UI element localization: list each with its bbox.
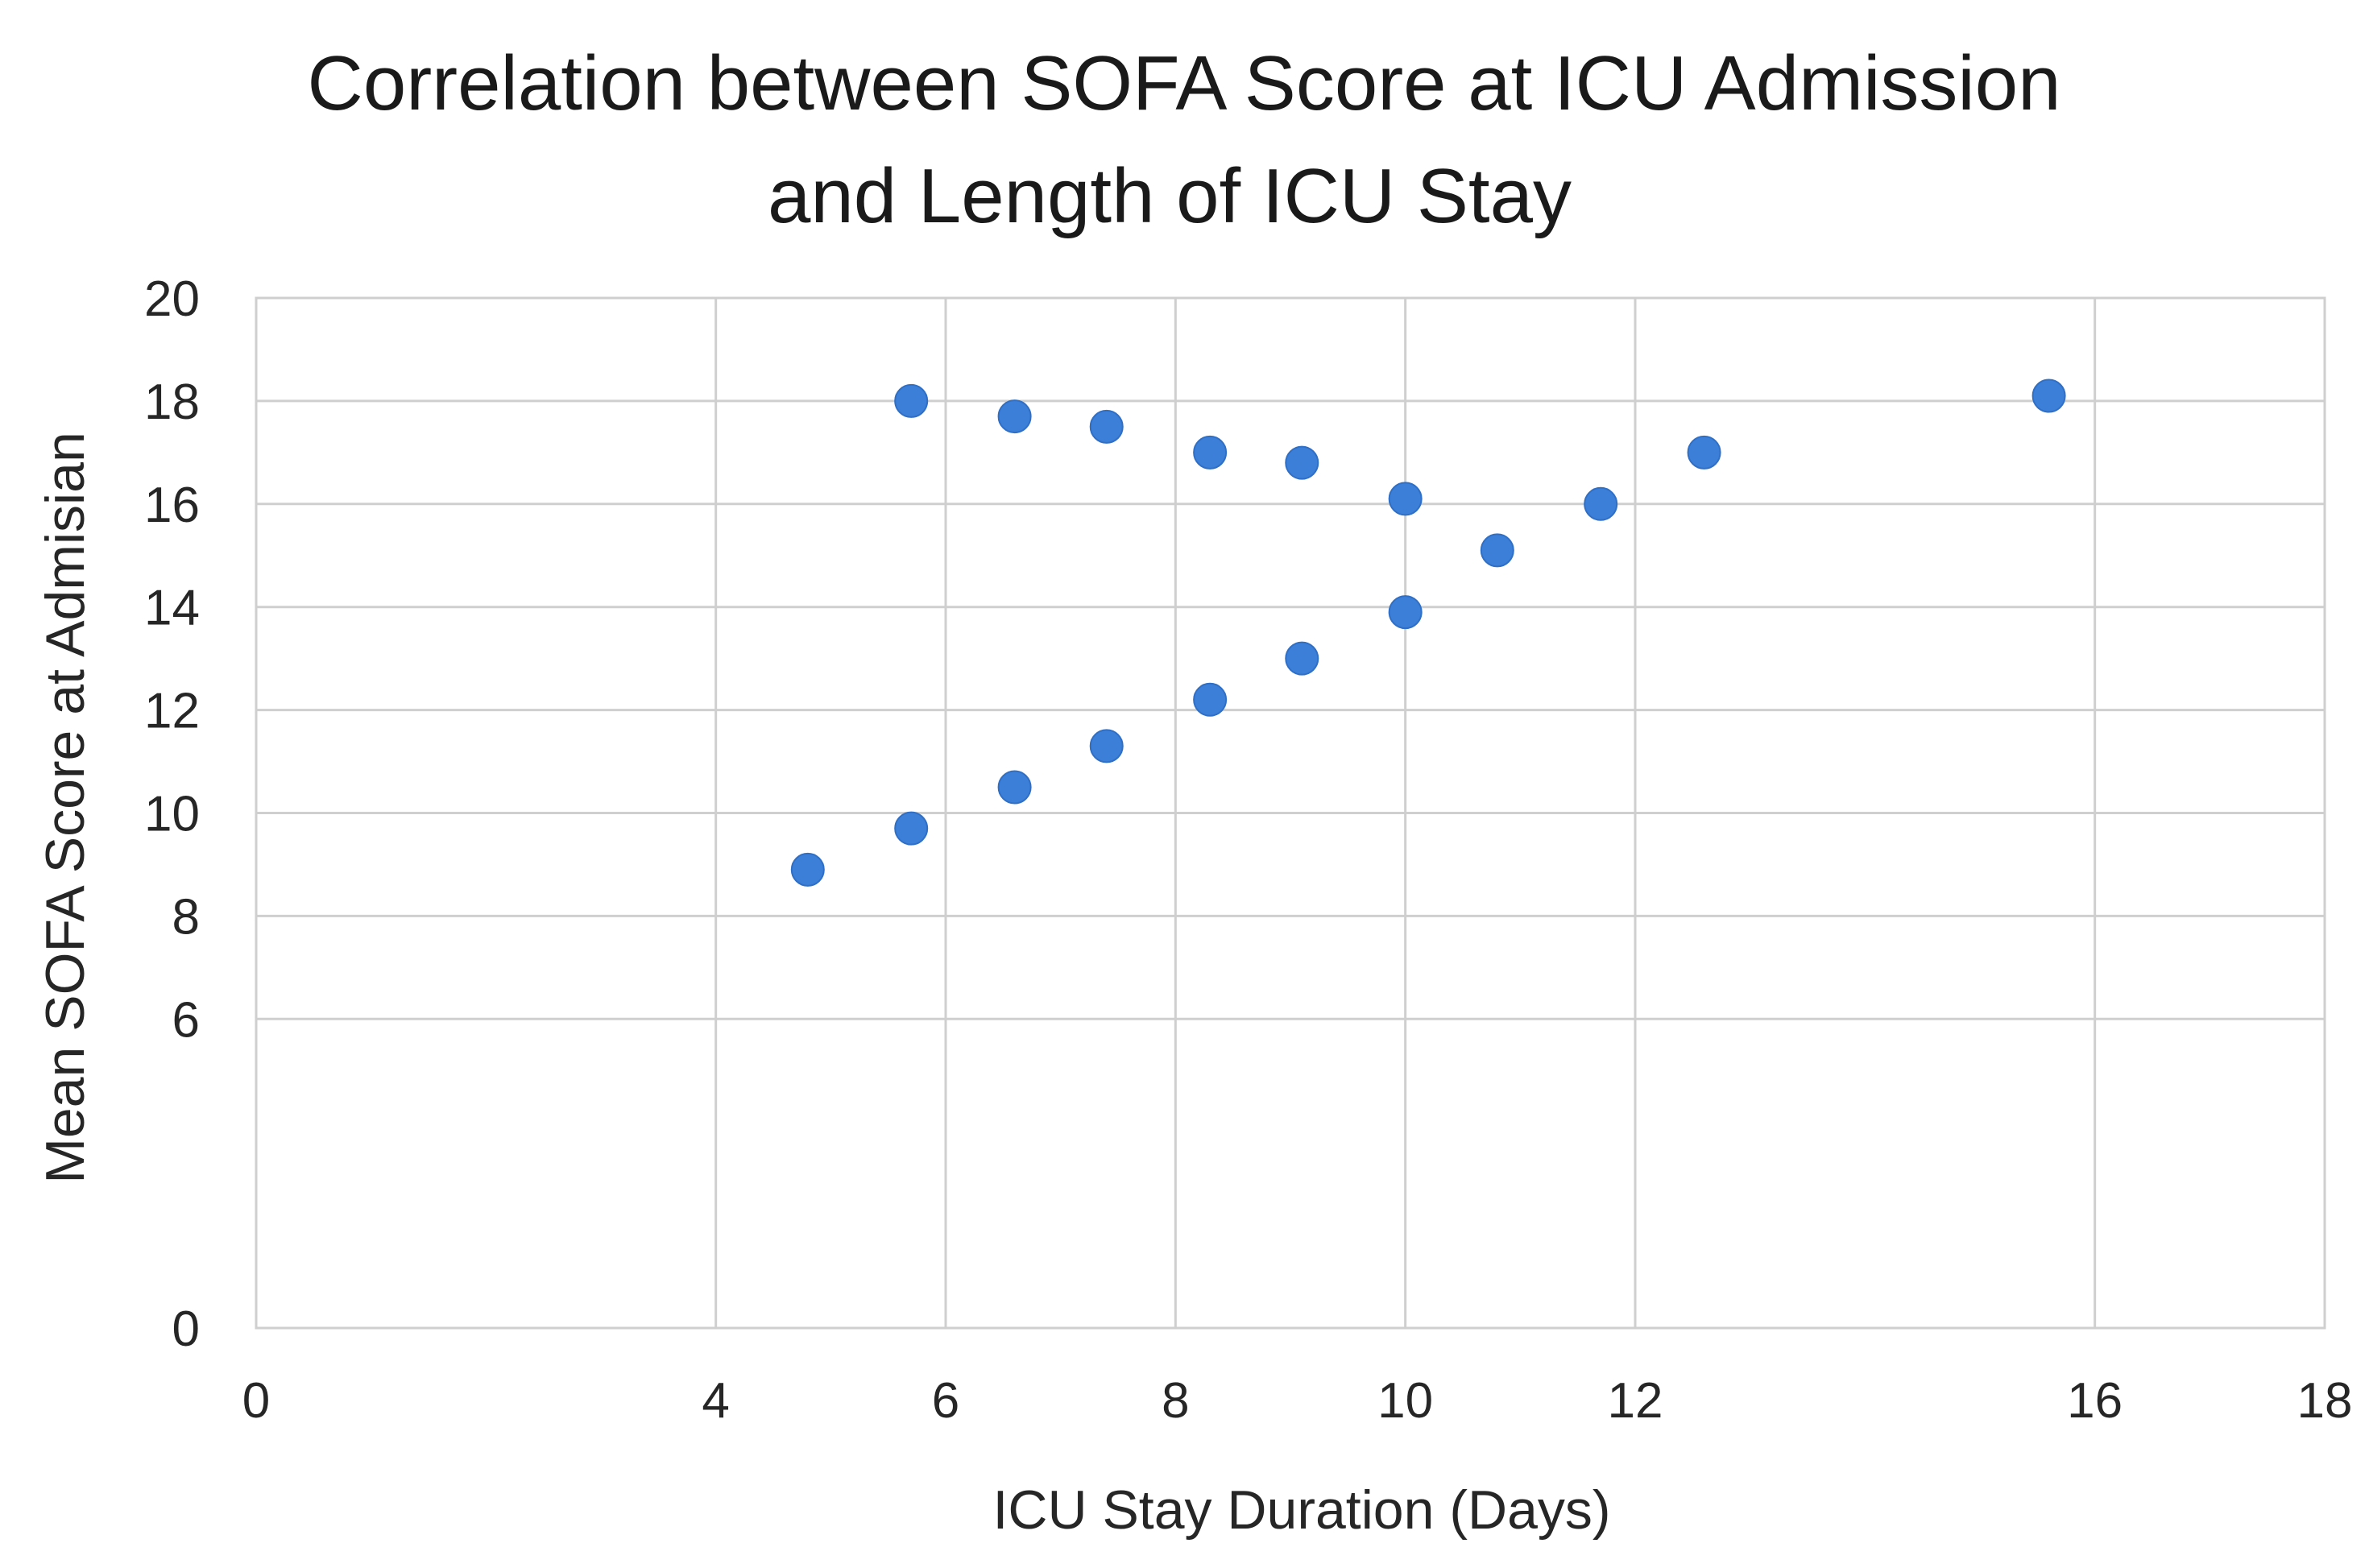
data-point <box>1687 435 1721 470</box>
x-tick-label: 12 <box>1608 1373 1663 1429</box>
data-point <box>1089 409 1124 444</box>
plot-area-border <box>255 296 2326 1330</box>
data-point <box>997 770 1032 805</box>
data-point <box>1388 482 1423 516</box>
x-tick-label: 6 <box>932 1373 959 1429</box>
y-tick-label: 16 <box>144 478 200 533</box>
y-tick-label: 12 <box>144 684 200 739</box>
data-point <box>1089 729 1124 763</box>
data-point <box>1388 595 1423 630</box>
data-point <box>2031 379 2066 413</box>
y-tick-label: 20 <box>144 271 200 327</box>
x-tick-label: 16 <box>2067 1373 2123 1429</box>
x-tick-label: 4 <box>702 1373 729 1429</box>
y-axis-tick-labels: 0 6 8 10 12 14 16 18 20 <box>144 271 200 1357</box>
y-tick-label: 8 <box>172 889 200 945</box>
x-axis-tick-labels: 0 4 6 8 10 12 16 18 <box>242 1373 2353 1429</box>
data-point <box>790 852 825 887</box>
data-point <box>894 383 929 418</box>
y-tick-label: 0 <box>172 1301 200 1357</box>
data-point <box>1285 445 1319 480</box>
y-tick-label: 14 <box>144 581 200 636</box>
x-tick-label: 18 <box>2297 1373 2353 1429</box>
data-points <box>790 379 2066 887</box>
data-point <box>1584 486 1618 521</box>
data-point <box>1193 435 1228 470</box>
data-point <box>1193 682 1228 717</box>
x-tick-label: 0 <box>242 1373 270 1429</box>
data-point <box>894 811 929 846</box>
chart-title-line-2: and Length of ICU Stay <box>768 153 1572 239</box>
x-tick-label: 10 <box>1377 1373 1433 1429</box>
data-point <box>1480 533 1514 568</box>
x-axis-title: ICU Stay Duration (Days) <box>992 1479 1610 1541</box>
chart-title-line-1: Correlation between SOFA Score at ICU Ad… <box>307 40 2060 126</box>
chart-title: Correlation between SOFA Score at ICU Ad… <box>307 40 2060 239</box>
y-tick-label: 6 <box>172 992 200 1048</box>
data-point <box>1285 641 1319 676</box>
x-tick-label: 8 <box>1162 1373 1189 1429</box>
y-tick-label: 10 <box>144 787 200 842</box>
y-axis-title: Mean SOFA Score at Admisian <box>35 432 96 1184</box>
data-point <box>997 399 1032 434</box>
y-tick-label: 18 <box>144 374 200 430</box>
